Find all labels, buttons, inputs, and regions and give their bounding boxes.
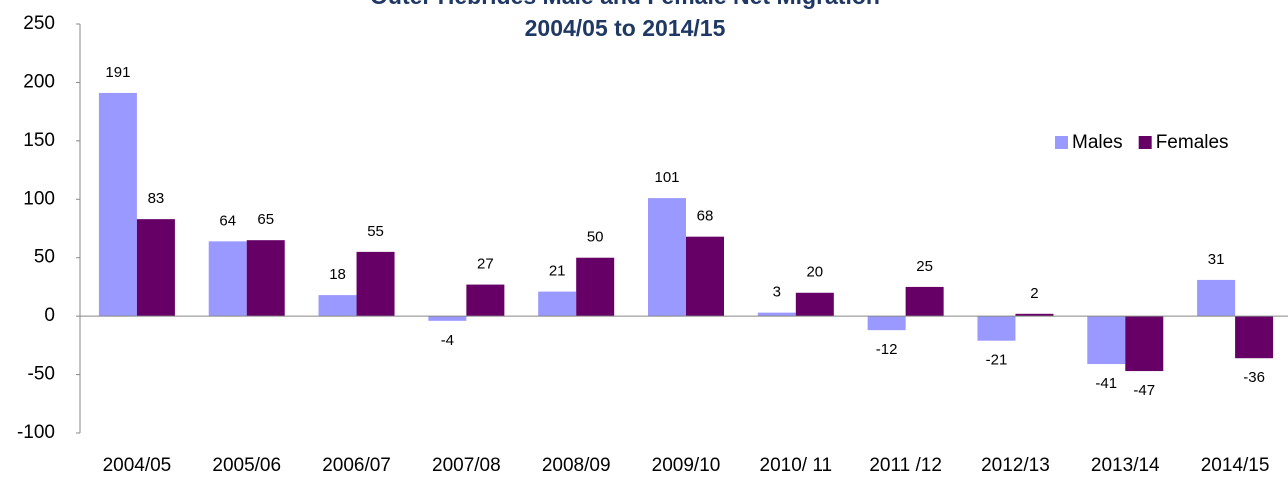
bar — [867, 316, 906, 331]
data-label: 101 — [654, 169, 679, 186]
data-label: 68 — [697, 208, 714, 225]
data-label: -41 — [1095, 375, 1117, 392]
bar — [356, 251, 395, 317]
y-tick-label: 50 — [34, 247, 55, 268]
y-tick-label: 250 — [23, 13, 55, 34]
bar — [466, 284, 505, 317]
y-tick-label: 200 — [23, 71, 55, 92]
bar — [905, 286, 944, 317]
bar — [98, 92, 137, 317]
bar — [686, 236, 724, 317]
x-tick-label: 2005/06 — [212, 455, 281, 476]
data-label: 55 — [367, 223, 384, 240]
x-tick-label: 2011 /12 — [869, 455, 942, 476]
data-label: -21 — [986, 352, 1008, 369]
data-label: 25 — [916, 258, 933, 275]
legend-swatch — [1138, 136, 1152, 149]
x-tick-label: 2009/10 — [652, 455, 721, 476]
bar — [1197, 279, 1236, 317]
x-tick-label: 2008/09 — [542, 455, 611, 476]
y-tick-label: -50 — [28, 364, 55, 385]
data-label: 31 — [1208, 251, 1225, 268]
bar — [1015, 313, 1054, 317]
y-tick-label: -100 — [17, 422, 55, 443]
bar — [576, 257, 615, 317]
x-tick-label: 2013/14 — [1091, 455, 1160, 476]
bar — [208, 241, 247, 317]
data-label: 50 — [587, 229, 604, 246]
legend-label: Females — [1156, 132, 1229, 153]
x-tick-label: 2007/08 — [432, 455, 501, 476]
bar — [246, 240, 285, 317]
data-label: 27 — [477, 256, 494, 273]
legend-swatch — [1055, 136, 1068, 149]
bar — [538, 291, 577, 317]
data-label: 65 — [257, 211, 274, 228]
data-label: 21 — [549, 263, 566, 280]
data-label: 2 — [1030, 285, 1038, 302]
data-label: 3 — [773, 284, 781, 301]
data-label: 20 — [806, 264, 823, 281]
x-tick-label: 2006/07 — [322, 455, 391, 476]
x-tick-label: 2010/ 11 — [760, 455, 833, 476]
data-label: 191 — [105, 64, 130, 81]
bar — [136, 219, 175, 317]
bar — [977, 316, 1016, 341]
x-tick-label: 2012/13 — [981, 455, 1050, 476]
data-label: 18 — [329, 266, 346, 283]
data-label: -36 — [1243, 369, 1265, 386]
bar — [757, 312, 796, 317]
bar — [795, 292, 834, 317]
data-label: -47 — [1133, 382, 1155, 399]
y-tick-label: 100 — [23, 188, 55, 209]
x-tick-label: 2014/15 — [1201, 455, 1270, 476]
data-label: -4 — [441, 332, 454, 349]
data-label: 64 — [219, 212, 236, 229]
data-label: -12 — [876, 341, 898, 358]
bar — [648, 198, 686, 317]
data-label: 83 — [148, 190, 165, 207]
y-tick-label: 150 — [23, 130, 55, 151]
chart-title: Outer Hebrides Male and Female Net Migra… — [370, 0, 880, 9]
legend-label: Males — [1072, 132, 1123, 153]
x-tick-label: 2004/05 — [103, 455, 172, 476]
chart-subtitle: 2004/05 to 2014/15 — [525, 15, 726, 41]
bar — [318, 295, 357, 317]
y-tick-label: 0 — [44, 305, 55, 326]
bar — [1087, 316, 1126, 365]
bar — [1235, 316, 1274, 359]
bar — [428, 316, 467, 321]
bar — [1125, 316, 1164, 372]
